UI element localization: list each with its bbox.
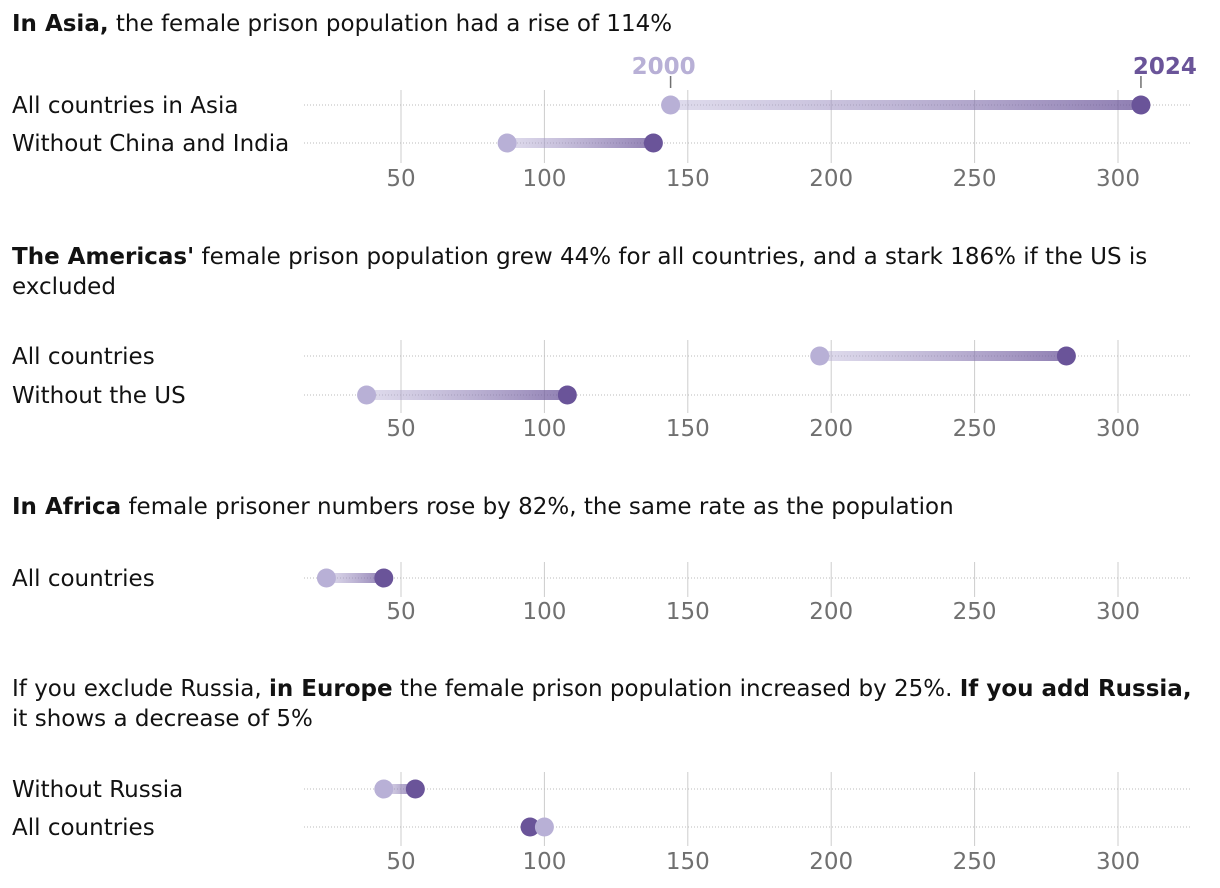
x-tick-label: 200 <box>809 166 853 192</box>
dot-2000 <box>534 817 554 837</box>
change-bar <box>326 573 384 583</box>
dot-2000 <box>316 568 336 588</box>
x-tick-label: 50 <box>386 416 415 442</box>
dot-2000 <box>810 346 830 366</box>
title-emphasis: In Asia, <box>12 11 109 37</box>
x-tick-label: 50 <box>386 166 415 192</box>
x-tick-label: 100 <box>522 166 566 192</box>
row-label: All countries <box>12 344 155 370</box>
dot-2024 <box>643 133 663 153</box>
change-bar <box>366 390 568 400</box>
x-tick-label: 150 <box>666 166 710 192</box>
row-label: All countries in Asia <box>12 93 239 119</box>
change-bar <box>819 351 1067 361</box>
x-tick-label: 250 <box>953 416 997 442</box>
x-tick-label: 200 <box>809 849 853 875</box>
dot-2024 <box>1056 346 1076 366</box>
change-bar <box>507 138 654 148</box>
title-emphasis: In Africa <box>12 494 122 520</box>
title-text: the female prison population increased b… <box>392 676 960 702</box>
x-tick-label: 250 <box>953 599 997 625</box>
row-label: Without Russia <box>12 777 183 803</box>
dot-2000 <box>661 95 681 115</box>
title-emphasis: in Europe <box>269 676 393 702</box>
x-tick-label: 150 <box>666 599 710 625</box>
dot-2000 <box>497 133 517 153</box>
x-tick-label: 50 <box>386 849 415 875</box>
x-tick-label: 200 <box>809 599 853 625</box>
legend-year-2000: 2000 <box>632 54 696 80</box>
panel-title: In Asia, the female prison population ha… <box>12 9 1192 39</box>
x-tick-label: 50 <box>386 599 415 625</box>
dot-2024 <box>405 779 425 799</box>
x-tick-label: 100 <box>522 416 566 442</box>
x-tick-label: 150 <box>666 849 710 875</box>
row-label: Without the US <box>12 383 186 409</box>
title-emphasis: The Americas' <box>12 244 195 270</box>
x-tick-label: 300 <box>1096 599 1140 625</box>
x-tick-label: 200 <box>809 416 853 442</box>
title-text: If you exclude Russia, <box>12 676 269 702</box>
title-emphasis: If you add Russia, <box>959 676 1192 702</box>
x-tick-label: 150 <box>666 416 710 442</box>
x-tick-label: 250 <box>953 166 997 192</box>
x-tick-label: 300 <box>1096 849 1140 875</box>
dot-2024 <box>1131 95 1151 115</box>
panel-title: In Africa female prisoner numbers rose b… <box>12 492 1192 522</box>
x-tick-label: 300 <box>1096 166 1140 192</box>
legend-year-2024: 2024 <box>1133 54 1197 80</box>
x-tick-label: 100 <box>522 849 566 875</box>
row-label: All countries <box>12 566 155 592</box>
dot-2024 <box>374 568 394 588</box>
change-bar <box>670 100 1141 110</box>
panel-title: The Americas' female prison population g… <box>12 242 1192 302</box>
title-text: the female prison population had a rise … <box>108 11 673 37</box>
x-tick-label: 300 <box>1096 416 1140 442</box>
dot-2024 <box>520 817 540 837</box>
panel-title: If you exclude Russia, in Europe the fem… <box>12 674 1192 734</box>
title-text: female prisoner numbers rose by 82%, the… <box>121 494 954 520</box>
dot-2000 <box>357 385 377 405</box>
title-text: it shows a decrease of 5% <box>12 706 313 732</box>
row-label: All countries <box>12 815 155 841</box>
x-tick-label: 100 <box>522 599 566 625</box>
title-text: female prison population grew 44% for al… <box>12 244 1148 300</box>
dot-2024 <box>557 385 577 405</box>
change-bar <box>383 784 416 794</box>
x-tick-label: 250 <box>953 849 997 875</box>
row-label: Without China and India <box>12 131 289 157</box>
dot-2000 <box>374 779 394 799</box>
